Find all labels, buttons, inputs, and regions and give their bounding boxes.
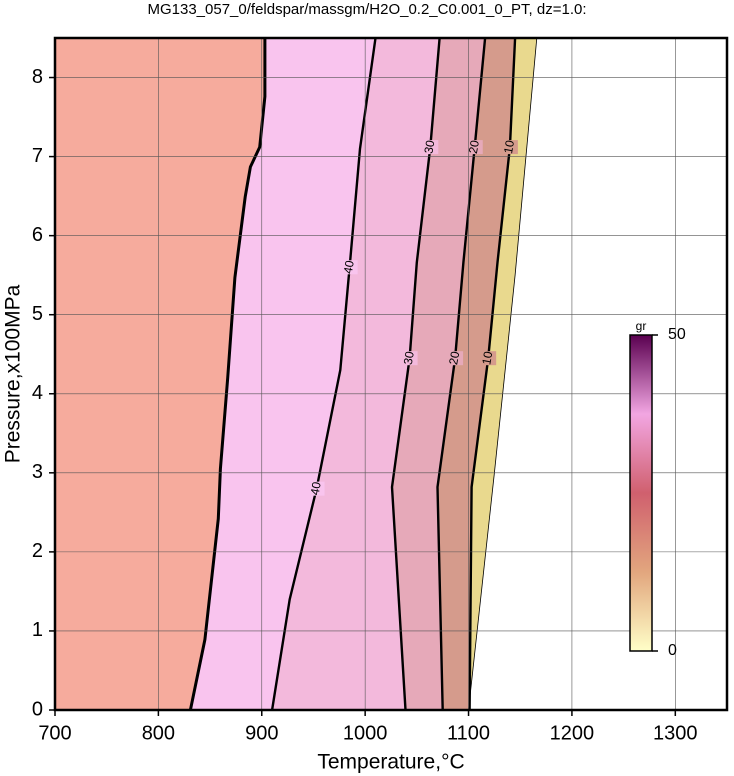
contour-label-bg (480, 351, 497, 366)
colorbar (629, 334, 653, 652)
contour-label-bg (422, 140, 439, 155)
contour-label: 20 (466, 139, 482, 155)
contour-line (468, 38, 517, 710)
y-tick-label: 5 (32, 303, 43, 325)
contour-label-bg (341, 260, 358, 275)
x-axis-label: Temperature,°C (317, 751, 464, 774)
colorbar-tick-label: 50 (668, 326, 686, 343)
contour-label: 20 (446, 350, 462, 366)
contour-line (436, 38, 487, 710)
contour-label-bg (401, 351, 418, 366)
x-tick-label: 1300 (653, 722, 698, 744)
contour-label-bg (447, 351, 464, 366)
y-tick-label: 0 (32, 698, 43, 720)
contour-label-bg (501, 140, 518, 155)
contour-label: 10 (501, 139, 517, 155)
contour-label: 40 (341, 259, 357, 275)
contour-label-bg (308, 481, 325, 496)
colorbar-label: gr (636, 319, 647, 333)
contour-line (390, 38, 441, 710)
contour-label-bg (466, 140, 483, 155)
phase-fill (55, 38, 265, 710)
phase-boundary (188, 38, 267, 710)
y-tick-label: 6 (32, 224, 43, 246)
y-tick-label: 1 (32, 619, 43, 641)
plot-frame (53, 36, 729, 712)
y-tick-label: 8 (32, 66, 43, 88)
x-tick-label: 800 (142, 722, 175, 744)
y-axis-label: Pressure,x100MPa (2, 284, 25, 463)
contour-line (270, 38, 377, 710)
y-tick-label: 3 (32, 461, 43, 483)
x-tick-label: 1200 (550, 722, 595, 744)
x-tick-label: 700 (38, 722, 71, 744)
contour-label: 10 (479, 350, 495, 366)
colorbar-tick-label: 0 (668, 642, 677, 659)
y-tick-label: 4 (32, 382, 43, 404)
contour-label: 30 (421, 139, 437, 155)
y-tick-label: 7 (32, 145, 43, 167)
y-tick-label: 2 (32, 540, 43, 562)
contour-label: 30 (401, 350, 417, 366)
contour-label: 40 (308, 480, 324, 496)
x-tick-label: 900 (245, 722, 278, 744)
chart-title: MG133_057_0/feldspar/massgm/H2O_0.2_C0.0… (147, 1, 586, 18)
x-tick-label: 1000 (343, 722, 388, 744)
x-tick-label: 1100 (447, 722, 490, 744)
